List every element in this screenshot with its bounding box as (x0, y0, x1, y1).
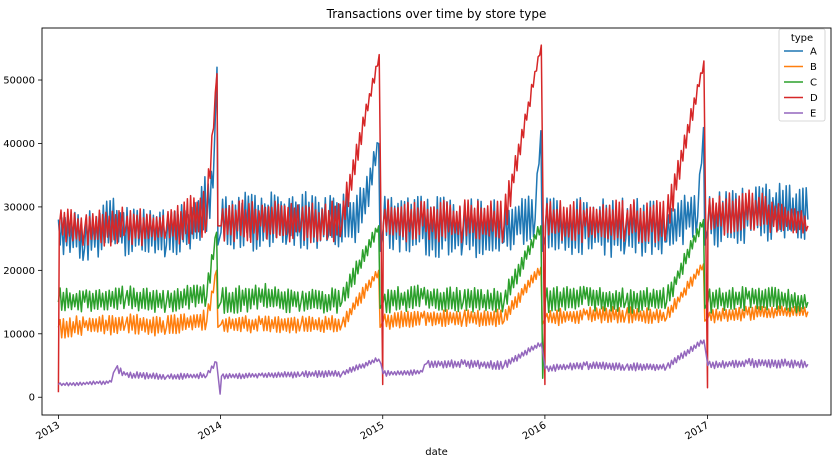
y-tick-label: 10000 (3, 329, 35, 340)
series-line-c (57, 218, 809, 379)
y-tick-label: 30000 (3, 202, 35, 213)
series-line-b (57, 263, 809, 339)
series-line-d (57, 44, 809, 393)
x-tick-label: 2014 (197, 420, 225, 442)
series-line-e (57, 339, 809, 395)
legend-label-d: D (810, 93, 818, 104)
x-tick-label: 2016 (521, 420, 549, 442)
legend-label-c: C (810, 78, 817, 89)
chart-title: Transactions over time by store type (326, 7, 547, 21)
axes-frame (41, 27, 832, 416)
series-layer (57, 44, 809, 395)
y-tick-label: 50000 (3, 76, 35, 87)
x-axis-label: date (425, 447, 448, 458)
legend-label-a: A (810, 47, 817, 58)
x-tick-label: 2013 (34, 420, 62, 442)
legend-title: type (791, 33, 813, 44)
y-tick-label: 40000 (3, 139, 35, 150)
y-tick-label: 20000 (3, 266, 35, 277)
x-tick-label: 2015 (359, 420, 387, 442)
legend-label-e: E (810, 109, 816, 120)
y-axis: 0 10000 20000 30000 40000 50000 (3, 76, 42, 404)
y-tick-label: 0 (29, 393, 35, 404)
legend-label-b: B (810, 62, 817, 73)
x-tick-label: 2017 (683, 420, 711, 442)
x-axis: 2013 2014 2015 2016 2017 (34, 415, 711, 442)
